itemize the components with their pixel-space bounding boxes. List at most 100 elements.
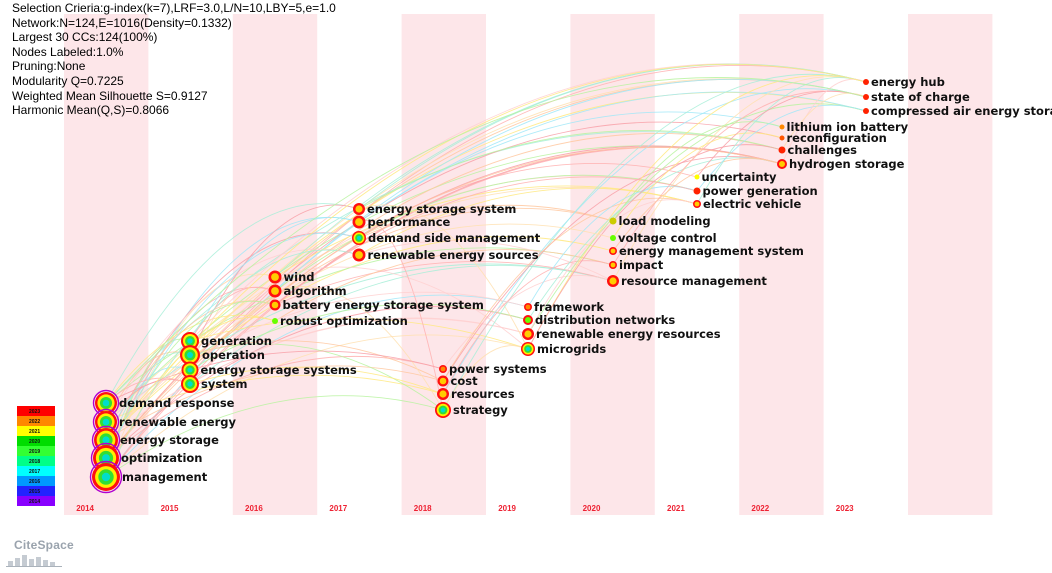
node-state-of-charge[interactable] xyxy=(863,94,869,100)
node-electric-vehicle[interactable] xyxy=(693,200,701,208)
node-wind[interactable] xyxy=(268,270,282,284)
node-algorithm[interactable] xyxy=(268,284,282,298)
node-energy-management-system[interactable] xyxy=(609,247,617,255)
node-distribution-networks[interactable] xyxy=(523,315,533,325)
node-label: hydrogen storage xyxy=(789,157,905,171)
node-power-systems[interactable] xyxy=(439,365,447,373)
node-cost[interactable] xyxy=(437,375,449,387)
network-link xyxy=(442,345,529,411)
citespace-logo: CiteSpace xyxy=(6,538,86,568)
node-battery-energy-storage-system[interactable] xyxy=(269,299,281,311)
node-energy-hub[interactable] xyxy=(863,79,869,85)
node-label: renewable energy resources xyxy=(536,327,721,341)
year-label: 2014 xyxy=(76,504,94,513)
network-link xyxy=(527,75,867,350)
year-band xyxy=(908,14,993,515)
node-performance[interactable] xyxy=(352,215,366,229)
node-label: algorithm xyxy=(284,284,347,298)
node-label: resources xyxy=(451,387,515,401)
node-label: challenges xyxy=(788,143,858,157)
network-link xyxy=(696,77,867,205)
node-operation[interactable] xyxy=(180,345,200,365)
node-generation[interactable] xyxy=(181,332,199,350)
legend-label: 2015 xyxy=(29,489,40,495)
node-label: generation xyxy=(201,334,272,348)
node-impact[interactable] xyxy=(609,261,617,269)
network-link xyxy=(105,249,360,478)
node-robust-optimization[interactable] xyxy=(272,318,278,324)
network-link xyxy=(189,264,614,385)
node-hydrogen-storage[interactable] xyxy=(777,159,787,169)
node-label: renewable energy sources xyxy=(368,248,539,262)
node-compressed-air-energy-storage[interactable] xyxy=(863,108,869,114)
node-microgrids[interactable] xyxy=(521,342,535,356)
network-link xyxy=(105,273,276,478)
node-lithium-ion-battery[interactable] xyxy=(779,124,785,130)
year-label: 2017 xyxy=(329,504,347,513)
node-resource-management[interactable] xyxy=(607,275,619,287)
network-link xyxy=(612,76,867,282)
keyword-nodes xyxy=(89,79,869,494)
network-link xyxy=(105,63,867,441)
node-reconfiguration[interactable] xyxy=(779,135,785,141)
network-link xyxy=(105,314,276,404)
node-label: power generation xyxy=(703,184,818,198)
node-management[interactable] xyxy=(89,460,123,494)
node-uncertainty[interactable] xyxy=(694,174,700,180)
network-link xyxy=(442,274,614,370)
node-label: energy hub xyxy=(871,75,945,89)
node-label: wind xyxy=(284,270,315,284)
network-link xyxy=(105,294,529,478)
node-optimization[interactable] xyxy=(90,442,122,474)
legend-label: 2022 xyxy=(29,419,40,425)
network-link xyxy=(274,266,529,350)
network-link xyxy=(189,343,444,411)
network-link xyxy=(527,186,698,308)
node-label: uncertainty xyxy=(702,170,778,184)
year-label: 2020 xyxy=(583,504,601,513)
node-load-modeling[interactable] xyxy=(609,217,617,225)
node-voltage-control[interactable] xyxy=(610,235,616,241)
node-label: reconfiguration xyxy=(787,131,887,145)
network-link xyxy=(274,286,444,411)
node-label: energy storage system xyxy=(367,202,516,216)
node-demand-side-management[interactable] xyxy=(352,231,366,245)
network-link xyxy=(189,217,360,342)
node-demand-response[interactable] xyxy=(92,389,120,417)
node-system[interactable] xyxy=(181,375,199,393)
node-label: energy management system xyxy=(619,244,804,258)
stat-line: Largest 30 CCs:124(100%) xyxy=(12,30,158,45)
node-label: resource management xyxy=(621,274,767,288)
color-legend: 2023 2022 2021 2020 2019 2018 2017 2016 2015 2014 xyxy=(17,406,55,506)
node-label: state of charge xyxy=(871,90,970,104)
network-link xyxy=(442,73,867,411)
network-link xyxy=(189,204,360,356)
network-link xyxy=(105,355,444,459)
legend-label: 2017 xyxy=(29,469,40,475)
network-link xyxy=(189,286,276,342)
legend-swatch xyxy=(17,466,55,476)
network-link xyxy=(781,92,867,151)
node-resources[interactable] xyxy=(437,388,449,400)
node-label: framework xyxy=(534,300,604,314)
node-power-generation[interactable] xyxy=(693,187,701,195)
node-renewable-energy-sources[interactable] xyxy=(352,248,366,262)
node-label: demand response xyxy=(119,396,235,410)
node-strategy[interactable] xyxy=(435,402,451,418)
node-label: distribution networks xyxy=(535,313,675,327)
legend-swatch xyxy=(17,416,55,426)
network-link xyxy=(105,395,444,478)
network-link xyxy=(189,340,444,382)
node-renewable-energy-resources[interactable] xyxy=(522,328,534,340)
node-challenges[interactable] xyxy=(778,146,786,154)
node-label: optimization xyxy=(121,451,202,465)
stat-line: Nodes Labeled:1.0% xyxy=(12,44,124,59)
network-link xyxy=(189,318,529,350)
legend-label: 2020 xyxy=(29,439,40,445)
node-label: compressed air energy storage xyxy=(871,104,1052,118)
node-framework[interactable] xyxy=(524,303,532,311)
node-energy-storage-systems[interactable] xyxy=(181,361,199,379)
node-label: lithium ion battery xyxy=(787,120,909,134)
node-energy-storage-system[interactable] xyxy=(353,203,365,215)
network-link xyxy=(105,306,529,459)
